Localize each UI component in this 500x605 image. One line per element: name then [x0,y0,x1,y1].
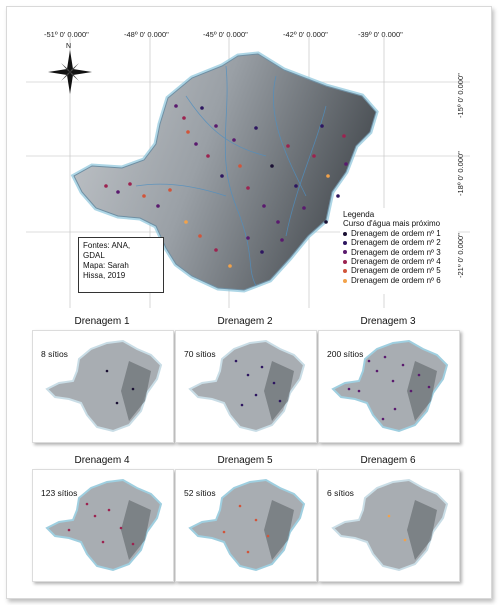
legend-title: Legenda [343,210,375,219]
legend-item: Drenagem de ordem nº 5 [343,266,455,275]
credits-box: Fontes: ANA, GDAL Mapa: Sarah Hissa, 201… [78,237,164,293]
panel-title: Drenagem 1 [74,316,130,327]
panel-drenagem-5: 52 sítios [175,469,317,582]
legend-item: Drenagem de ordem nº 2 [343,238,455,247]
legend-item: Drenagem de ordem nº 3 [343,248,455,257]
panel-map [188,478,306,572]
legend-item-label: Drenagem de ordem nº 4 [351,257,441,267]
panel-count: 52 sítios [184,488,216,498]
legend-dot-icon [343,269,347,274]
main-map [26,36,470,308]
panel-map [331,339,449,433]
legend-dot-icon [343,250,347,255]
panel-map [188,339,306,433]
legend-dot-icon [343,231,347,236]
legend-dot-icon [343,240,347,245]
panel-map [45,339,163,433]
credits-line: Mapa: Sarah [83,261,129,270]
credits-line: GDAL [83,251,105,260]
panel-count: 6 sítios [327,488,354,498]
panel-title: Drenagem 5 [217,455,273,466]
legend-dot-icon [343,278,347,283]
legend-subtitle: Curso d'água mais próximo [343,219,441,229]
credits-line: Fontes: ANA, [83,241,131,250]
lon-label-3: -45º 0' 0.000" [203,30,248,39]
legend-item-label: Drenagem de ordem nº 6 [351,275,441,285]
credits-line: Hissa, 2019 [83,271,126,280]
legend-item: Drenagem de ordem nº 4 [343,257,455,266]
panel-drenagem-6: 6 sítios [318,469,460,582]
panel-map [45,478,163,572]
legend-item: Drenagem de ordem nº 1 [343,229,455,238]
panel-map [331,478,449,572]
panel-count: 200 sítios [327,349,364,359]
lon-label-4: -42º 0' 0.000" [283,30,328,39]
lon-label-1: -51º 0' 0.000" [44,30,89,39]
legend-item-label: Drenagem de ordem nº 1 [351,228,441,238]
legend-item-label: Drenagem de ordem nº 5 [351,266,441,276]
panel-count: 70 sítios [184,349,216,359]
legend: Legenda Curso d'água mais próximo Drenag… [340,208,458,294]
state-shape [73,53,377,291]
legend-dot-icon [343,259,347,264]
panel-drenagem-1: 8 sítios [32,330,174,443]
panel-title: Drenagem 3 [360,316,416,327]
north-label: N [66,43,72,50]
panel-drenagem-3: 200 sítios [318,330,460,443]
panel-drenagem-2: 70 sítios [175,330,317,443]
legend-item-label: Drenagem de ordem nº 2 [351,238,441,248]
lon-label-5: -39º 0' 0.000" [358,30,403,39]
panel-count: 8 sítios [41,349,68,359]
north-arrow-icon [48,50,92,94]
panel-title: Drenagem 2 [217,316,273,327]
legend-item-label: Drenagem de ordem nº 3 [351,247,441,257]
legend-item: Drenagem de ordem nº 6 [343,276,455,285]
panel-title: Drenagem 6 [360,455,416,466]
lon-label-2: -48º 0' 0.000" [124,30,169,39]
panel-drenagem-4: 123 sítios [32,469,174,582]
panel-title: Drenagem 4 [74,455,130,466]
panel-count: 123 sítios [41,488,78,498]
